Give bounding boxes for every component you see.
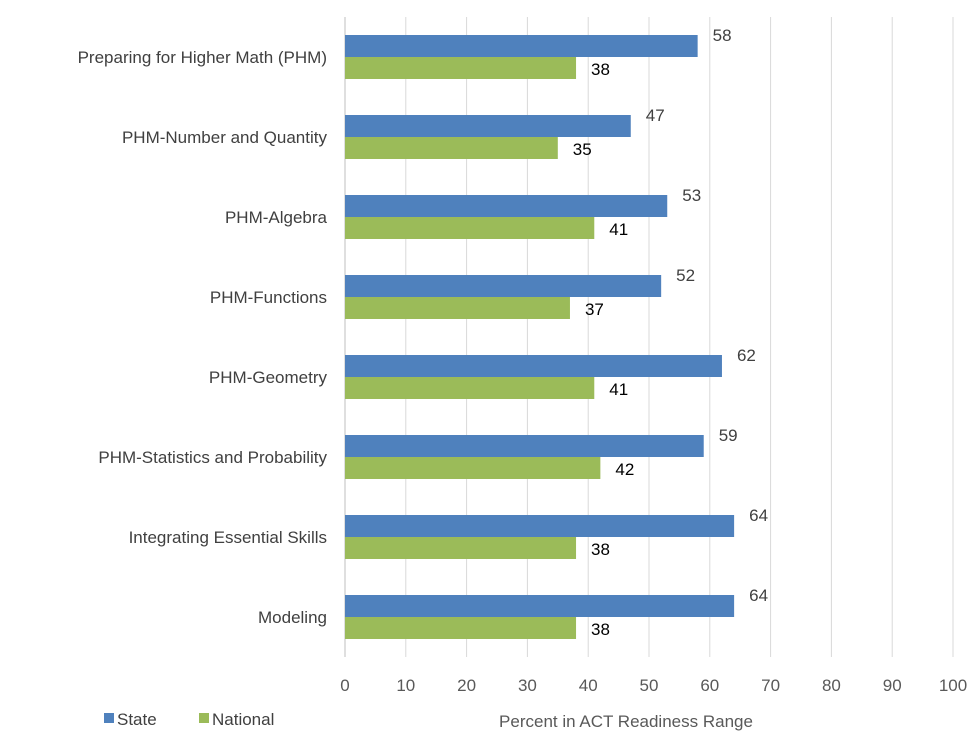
- data-label-state-7: 64: [749, 586, 768, 605]
- bar-state-2: [345, 195, 668, 217]
- bars: [345, 35, 735, 639]
- data-label-national-3: 37: [585, 300, 604, 319]
- bar-national-7: [345, 617, 577, 639]
- bar-state-1: [345, 115, 631, 137]
- data-label-state-1: 47: [646, 106, 665, 125]
- bar-national-3: [345, 297, 570, 319]
- legend-swatch-national: [199, 713, 209, 723]
- data-label-state-4: 62: [737, 346, 756, 365]
- category-label: Integrating Essential Skills: [129, 528, 327, 547]
- data-label-national-5: 42: [615, 460, 634, 479]
- bar-state-6: [345, 515, 735, 537]
- value-labels: 58 38 47 35 53 41 52 37 62 41 59 42 64 38 64 38: [573, 26, 768, 639]
- data-label-national-0: 38: [591, 60, 610, 79]
- bar-national-0: [345, 57, 577, 79]
- x-tick-label-50: 50: [640, 676, 659, 695]
- category-label: PHM-Algebra: [225, 208, 328, 227]
- x-tick-label-70: 70: [761, 676, 780, 695]
- category-labels: Preparing for Higher Math (PHM) PHM-Numbe…: [78, 48, 328, 627]
- bar-national-5: [345, 457, 601, 479]
- x-tick-label-90: 90: [883, 676, 902, 695]
- category-label: PHM-Number and Quantity: [122, 128, 328, 147]
- data-label-state-3: 52: [676, 266, 695, 285]
- data-label-national-2: 41: [609, 220, 628, 239]
- legend-swatch-state: [104, 713, 114, 723]
- data-label-state-0: 58: [713, 26, 732, 45]
- bar-national-6: [345, 537, 577, 559]
- x-tick-label-80: 80: [822, 676, 841, 695]
- data-label-state-6: 64: [749, 506, 768, 525]
- category-label: PHM-Geometry: [209, 368, 328, 387]
- x-tick-labels: 0 10 20 30 40 50 60 70 80 90 100: [340, 676, 967, 695]
- bar-national-2: [345, 217, 595, 239]
- bar-state-3: [345, 275, 662, 297]
- category-label: PHM-Statistics and Probability: [98, 448, 327, 467]
- legend-label-national: National: [212, 710, 274, 729]
- x-tick-label-0: 0: [340, 676, 349, 695]
- x-tick-label-20: 20: [457, 676, 476, 695]
- bar-state-5: [345, 435, 704, 457]
- x-axis-label: Percent in ACT Readiness Range: [499, 712, 753, 731]
- bar-state-4: [345, 355, 722, 377]
- data-label-state-2: 53: [682, 186, 701, 205]
- bar-national-4: [345, 377, 595, 399]
- x-tick-label-30: 30: [518, 676, 537, 695]
- bar-state-0: [345, 35, 698, 57]
- x-tick-label-100: 100: [939, 676, 967, 695]
- data-label-national-1: 35: [573, 140, 592, 159]
- data-label-state-5: 59: [719, 426, 738, 445]
- data-label-national-4: 41: [609, 380, 628, 399]
- data-label-national-7: 38: [591, 620, 610, 639]
- data-label-national-6: 38: [591, 540, 610, 559]
- x-tick-label-60: 60: [700, 676, 719, 695]
- x-tick-label-40: 40: [579, 676, 598, 695]
- legend: State National: [104, 710, 274, 729]
- x-tick-label-10: 10: [396, 676, 415, 695]
- category-label: Preparing for Higher Math (PHM): [78, 48, 327, 67]
- bar-national-1: [345, 137, 558, 159]
- category-label: PHM-Functions: [210, 288, 327, 307]
- legend-label-state: State: [117, 710, 157, 729]
- category-label: Modeling: [258, 608, 327, 627]
- bar-state-7: [345, 595, 735, 617]
